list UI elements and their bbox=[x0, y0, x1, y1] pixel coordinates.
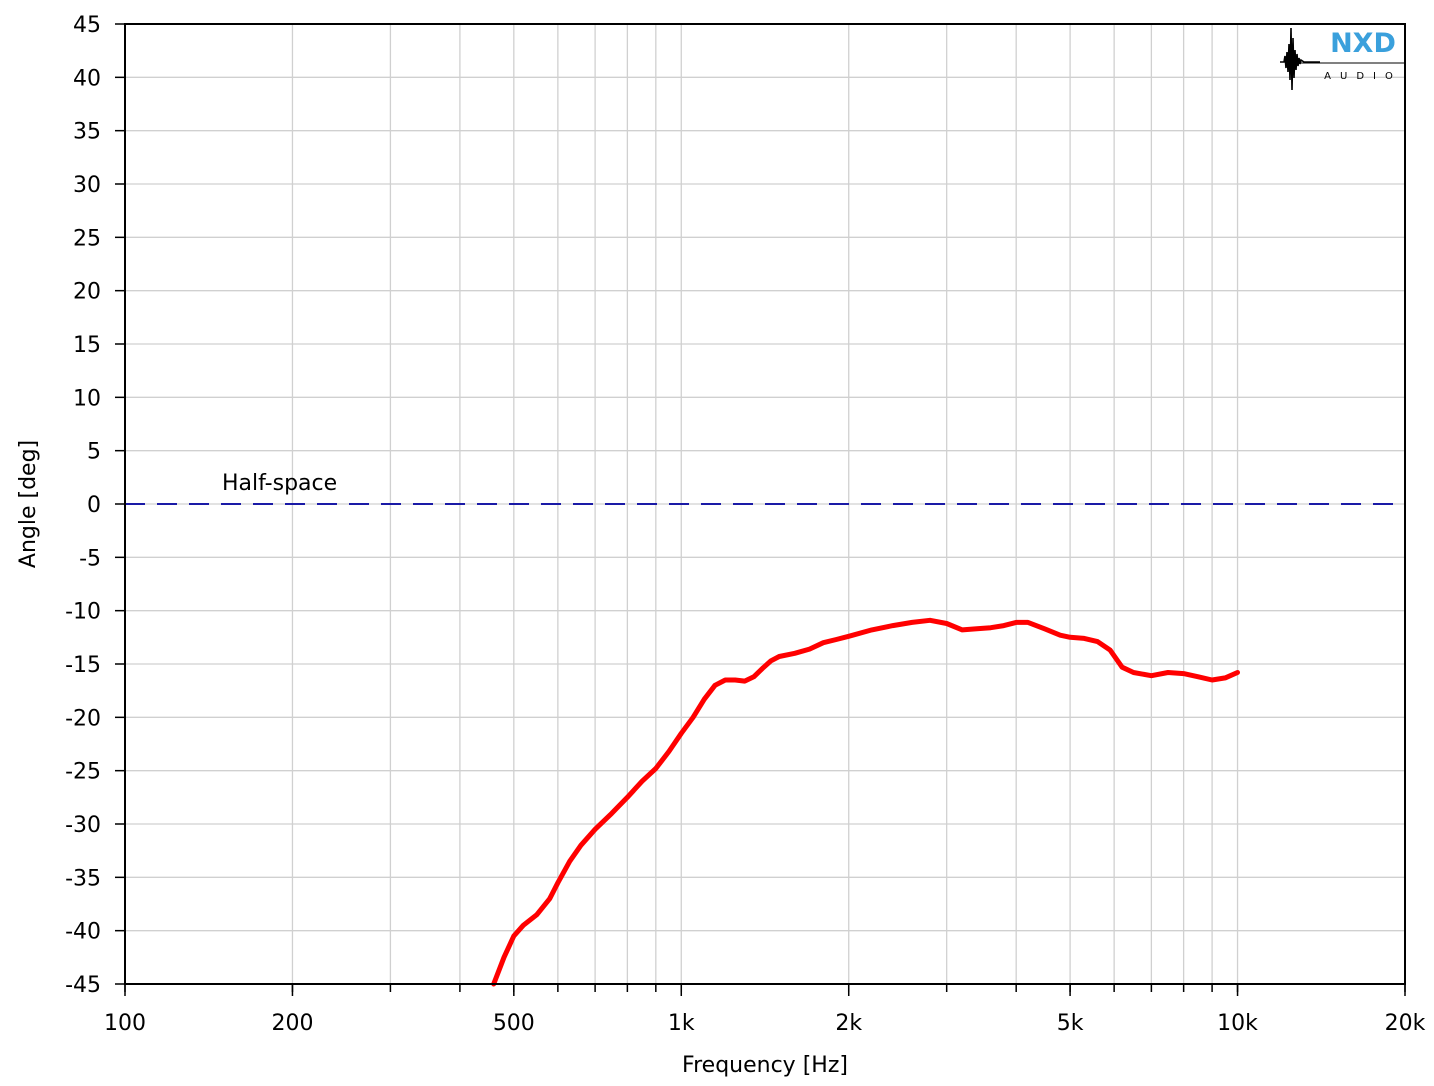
half-space-label: Half-space bbox=[222, 471, 337, 496]
x-tick-label: 5k bbox=[1057, 1011, 1084, 1036]
x-tick-label: 20k bbox=[1385, 1011, 1426, 1036]
y-tick-label: 10 bbox=[73, 386, 101, 411]
plot-frame bbox=[124, 23, 1406, 985]
y-tick-label: -35 bbox=[65, 866, 101, 891]
nxd-audio-logo: NXD AUDIO bbox=[1280, 27, 1404, 91]
y-tick-label: -30 bbox=[65, 813, 101, 838]
y-tick-label: 40 bbox=[73, 66, 101, 91]
x-tick-label: 2k bbox=[835, 1011, 862, 1036]
y-tick-label: 5 bbox=[87, 440, 101, 465]
y-tick-label: -25 bbox=[65, 760, 101, 785]
y-tick-label: -5 bbox=[79, 546, 101, 571]
waveform-icon bbox=[1280, 27, 1320, 91]
y-tick-label: -40 bbox=[65, 920, 101, 945]
y-tick-label: 0 bbox=[87, 493, 101, 518]
y-tick-label: 20 bbox=[73, 280, 101, 305]
y-tick-label: 25 bbox=[73, 226, 101, 251]
logo-text: NXD bbox=[1330, 28, 1396, 59]
x-tick-label: 10k bbox=[1217, 1011, 1258, 1036]
y-axis-title: Angle [deg] bbox=[16, 440, 41, 568]
x-tick-label: 200 bbox=[271, 1011, 313, 1036]
x-axis-ticks: 100 200 500 1k 2k 5k 10k 20k bbox=[104, 984, 1426, 1036]
y-tick-label: 15 bbox=[73, 333, 101, 358]
y-axis-ticks: 45 40 35 30 25 20 15 10 5 0 -5 -10 -15 -20 -25 -30 -35 -4… bbox=[65, 13, 125, 998]
x-tick-label: 1k bbox=[668, 1011, 695, 1036]
y-tick-label: 45 bbox=[73, 13, 101, 38]
y-tick-label: 35 bbox=[73, 120, 101, 145]
logo-subtext: AUDIO bbox=[1324, 71, 1402, 82]
series-line bbox=[491, 617, 1240, 987]
y-tick-label: 30 bbox=[73, 173, 101, 198]
y-tick-label: -20 bbox=[65, 706, 101, 731]
x-tick-label: 500 bbox=[493, 1011, 535, 1036]
y-tick-label: -15 bbox=[65, 653, 101, 678]
x-axis-title: Frequency [Hz] bbox=[682, 1053, 848, 1078]
y-tick-label: -10 bbox=[65, 600, 101, 625]
x-tick-label: 100 bbox=[104, 1011, 146, 1036]
y-tick-label: -45 bbox=[65, 973, 101, 998]
